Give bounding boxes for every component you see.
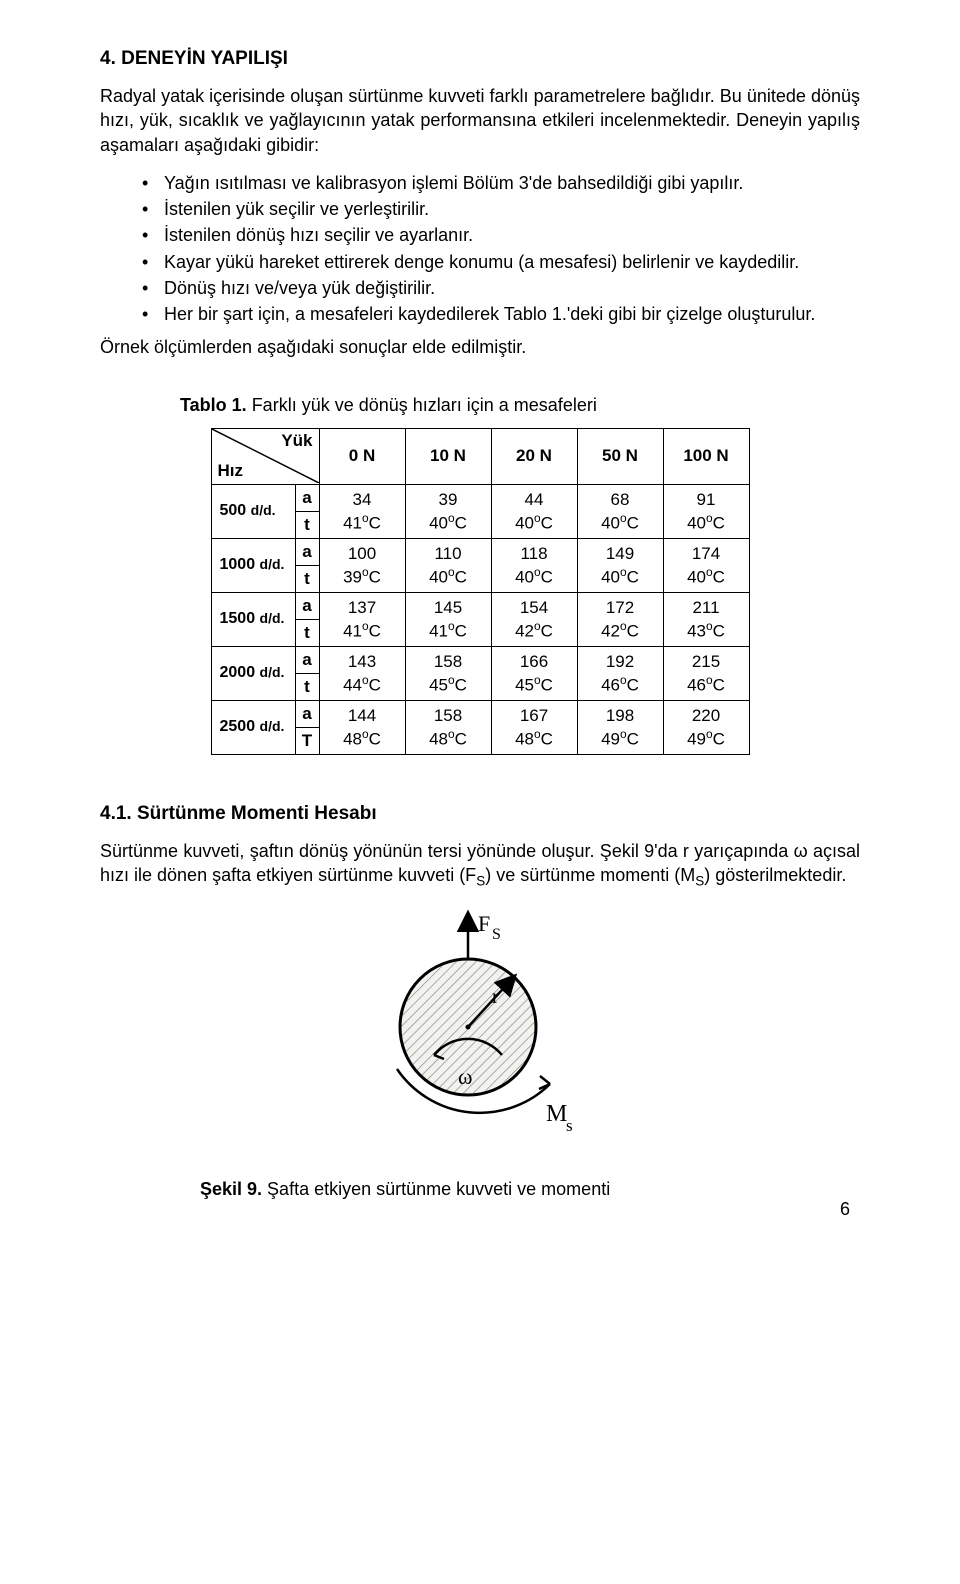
table-1-caption: Tablo 1. Farklı yük ve dönüş hızları içi… — [100, 395, 860, 416]
sub-label-a: a — [295, 484, 319, 511]
col-header: 0 N — [319, 428, 405, 484]
list-item: İstenilen dönüş hızı seçilir ve ayarlanı… — [142, 223, 860, 247]
table-cell: 14344oC — [319, 646, 405, 700]
fig-caption-rest: Şafta etkiyen sürtünme kuvveti ve moment… — [262, 1179, 610, 1199]
subscript-s: S — [695, 874, 704, 889]
table-cell: 11040oC — [405, 538, 491, 592]
sub-label-a: a — [295, 592, 319, 619]
section-41-title: 4.1. Sürtünme Momenti Hesabı — [100, 803, 860, 825]
table-caption-bold: Tablo 1. — [180, 395, 247, 415]
table-cell: 4440oC — [491, 484, 577, 538]
table-cell: 19849oC — [577, 700, 663, 754]
section-4-intro: Radyal yatak içerisinde oluşan sürtünme … — [100, 84, 860, 157]
row-speed-label: 1000 d/d. — [211, 538, 295, 592]
figure-9-caption: Şekil 9. Şafta etkiyen sürtünme kuvveti … — [100, 1179, 860, 1200]
p-text: ) gösterilmektedir. — [704, 865, 846, 885]
section-4-title: 4. DENEYİN YAPILIŞI — [100, 48, 860, 70]
sub-label-a: a — [295, 538, 319, 565]
page-number: 6 — [840, 1199, 850, 1220]
col-header: 20 N — [491, 428, 577, 484]
label-omega: ω — [458, 1064, 472, 1089]
label-M-sub: s — [566, 1116, 573, 1135]
col-header: 10 N — [405, 428, 491, 484]
table-cell: 21546oC — [663, 646, 749, 700]
section-4-after: Örnek ölçümlerden aşağıdaki sonuçlar eld… — [100, 335, 860, 359]
sub-label-t: t — [295, 619, 319, 646]
row-speed-label: 500 d/d. — [211, 484, 295, 538]
procedure-list: Yağın ısıtılması ve kalibrasyon işlemi B… — [100, 171, 860, 327]
table-caption-rest: Farklı yük ve dönüş hızları için a mesaf… — [247, 395, 597, 415]
table-cell: 16645oC — [491, 646, 577, 700]
row-speed-label: 1500 d/d. — [211, 592, 295, 646]
table-cell: 19246oC — [577, 646, 663, 700]
section-41-para: Sürtünme kuvveti, şaftın dönüş yönünün t… — [100, 839, 860, 891]
row-speed-label: 2500 d/d. — [211, 700, 295, 754]
p-text: ) ve sürtünme momenti (M — [485, 865, 695, 885]
table-cell: 11840oC — [491, 538, 577, 592]
table-cell: 21143oC — [663, 592, 749, 646]
table-cell: 13741oC — [319, 592, 405, 646]
corner-label-hiz: Hız — [218, 461, 244, 481]
sub-label-t: T — [295, 727, 319, 754]
table-cell: 22049oC — [663, 700, 749, 754]
shaft-diagram: r F S ω M s — [350, 909, 610, 1169]
table-corner-cell: Yük Hız — [211, 428, 319, 484]
subscript-s: S — [476, 874, 485, 889]
sub-label-t: t — [295, 511, 319, 538]
table-cell: 15442oC — [491, 592, 577, 646]
table-cell: 3940oC — [405, 484, 491, 538]
figure-9: r F S ω M s Şekil 9. Şafta etkiyen sürtü… — [100, 909, 860, 1200]
table-cell: 17440oC — [663, 538, 749, 592]
label-F-sub: S — [492, 926, 501, 943]
col-header: 50 N — [577, 428, 663, 484]
table-cell: 9140oC — [663, 484, 749, 538]
sub-label-t: t — [295, 565, 319, 592]
corner-label-yuk: Yük — [281, 431, 312, 451]
table-cell: 6840oC — [577, 484, 663, 538]
row-speed-label: 2000 d/d. — [211, 646, 295, 700]
table-cell: 14448oC — [319, 700, 405, 754]
list-item: Kayar yükü hareket ettirerek denge konum… — [142, 250, 860, 274]
table-cell: 17242oC — [577, 592, 663, 646]
list-item: Her bir şart için, a mesafeleri kaydedil… — [142, 302, 860, 326]
label-M: M — [546, 1101, 567, 1127]
list-item: Yağın ısıtılması ve kalibrasyon işlemi B… — [142, 171, 860, 195]
table-cell: 15848oC — [405, 700, 491, 754]
sub-label-t: t — [295, 673, 319, 700]
table-cell: 14940oC — [577, 538, 663, 592]
sub-label-a: a — [295, 646, 319, 673]
table-1: Yük Hız 0 N 10 N 20 N 50 N 100 N 500 d/d… — [211, 428, 750, 755]
col-header: 100 N — [663, 428, 749, 484]
list-item: İstenilen yük seçilir ve yerleştirilir. — [142, 197, 860, 221]
table-cell: 14541oC — [405, 592, 491, 646]
table-cell: 10039oC — [319, 538, 405, 592]
fig-caption-bold: Şekil 9. — [200, 1179, 262, 1199]
label-r: r — [492, 986, 499, 1008]
list-item: Dönüş hızı ve/veya yük değiştirilir. — [142, 276, 860, 300]
table-cell: 3441oC — [319, 484, 405, 538]
table-cell: 15845oC — [405, 646, 491, 700]
sub-label-a: a — [295, 700, 319, 727]
table-cell: 16748oC — [491, 700, 577, 754]
label-F: F — [478, 911, 490, 936]
